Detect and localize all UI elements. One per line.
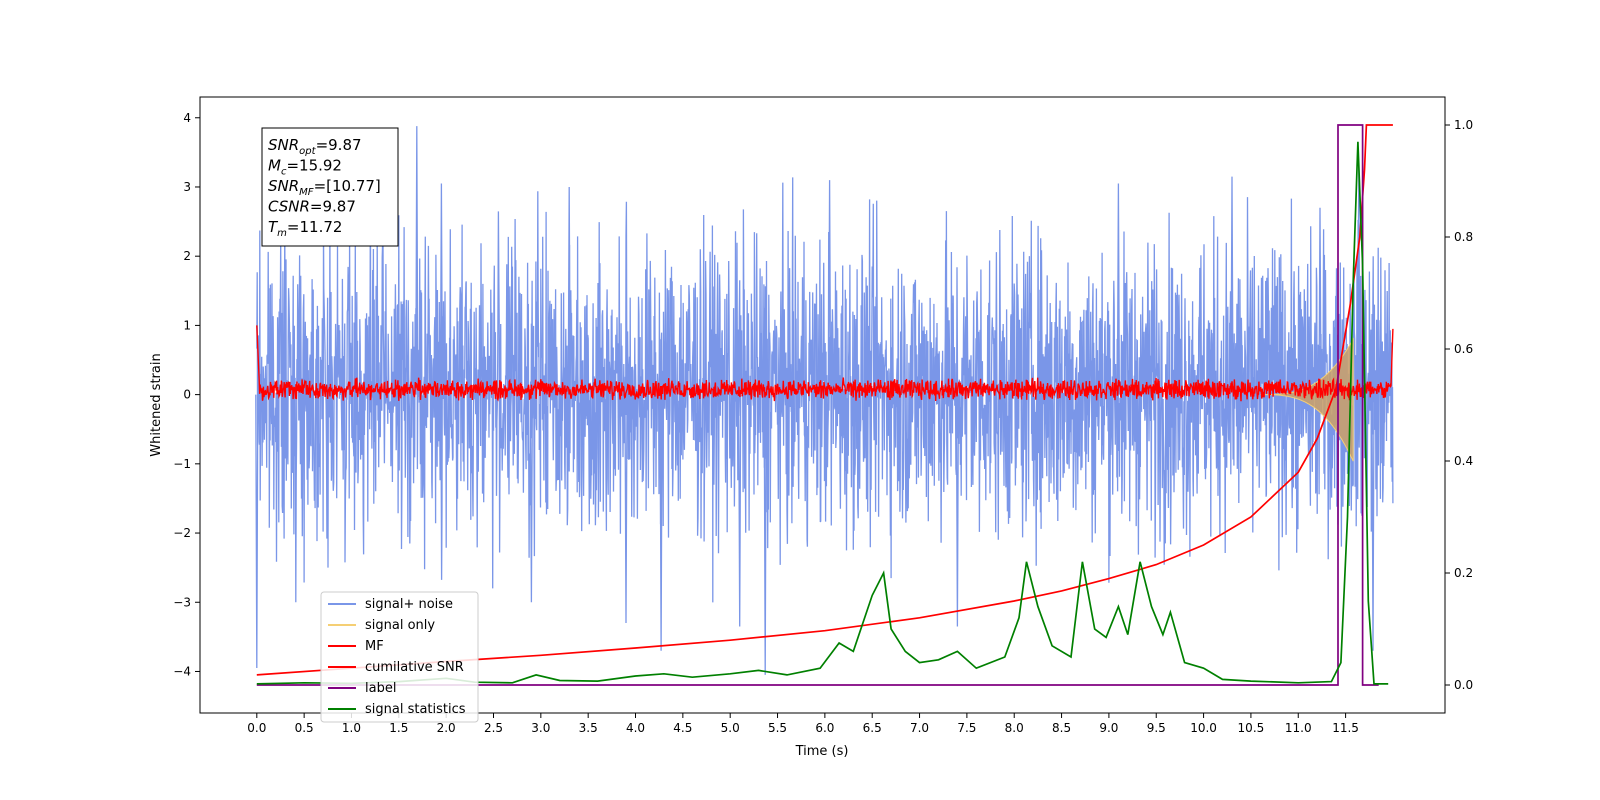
annotation-line: Tm=11.72 bbox=[268, 218, 342, 239]
x-tick-label: 6.0 bbox=[815, 721, 834, 735]
y2-tick-label: 0.6 bbox=[1454, 342, 1473, 356]
x-tick-label: 10.0 bbox=[1190, 721, 1217, 735]
y-tick-label: −4 bbox=[173, 664, 191, 678]
annotation-line: Mc=15.92 bbox=[268, 157, 342, 178]
annotation-line: SNRopt=9.87 bbox=[268, 136, 362, 157]
plot-frame bbox=[199, 96, 1446, 714]
legend-label: MF bbox=[365, 639, 384, 654]
x-tick-label: 7.5 bbox=[957, 721, 976, 735]
y-tick-label: 3 bbox=[183, 180, 191, 194]
legend-label: label bbox=[365, 681, 396, 696]
x-tick-label: 11.5 bbox=[1332, 721, 1359, 735]
legend-item: cumilative SNR bbox=[328, 660, 464, 675]
legend-label: signal only bbox=[365, 618, 435, 633]
legend-item: label bbox=[328, 681, 396, 696]
x-tick-label: 11.0 bbox=[1285, 721, 1312, 735]
legend-item: signal statistics bbox=[328, 702, 466, 717]
x-axis-label: Time (s) bbox=[795, 744, 849, 759]
legend-label: cumilative SNR bbox=[365, 660, 464, 675]
y-axis-label: Whitened strain bbox=[149, 353, 164, 456]
y-tick-label: −3 bbox=[173, 595, 191, 609]
x-tick-label: 7.0 bbox=[910, 721, 929, 735]
x-tick-label: 1.5 bbox=[389, 721, 408, 735]
y-tick-label: −1 bbox=[173, 457, 191, 471]
y2-tick-label: 0.4 bbox=[1454, 454, 1473, 468]
x-tick-label: 8.0 bbox=[1005, 721, 1024, 735]
y2-tick-label: 1.0 bbox=[1454, 118, 1473, 132]
x-tick-label: 0.0 bbox=[247, 721, 266, 735]
annotation-line: SNRMF=[10.77] bbox=[268, 177, 381, 198]
y-tick-label: −2 bbox=[173, 526, 191, 540]
series-label-line bbox=[256, 124, 1379, 686]
stats-annotation: SNRopt=9.87Mc=15.92SNRMF=[10.77]CSNR=9.8… bbox=[261, 127, 399, 247]
x-tick-label: 4.0 bbox=[626, 721, 645, 735]
x-tick-label: 3.0 bbox=[531, 721, 550, 735]
axes: 0.0 0.5 1.0 1.5 2.0 2.5 3.0 3.5 4.0 4.5 5.0 5.5 6.0 6… bbox=[173, 111, 1473, 735]
y-tick-label: 1 bbox=[183, 318, 191, 332]
x-tick-label: 5.5 bbox=[768, 721, 787, 735]
y-tick-label: 2 bbox=[183, 249, 191, 263]
y2-tick-label: 0.0 bbox=[1454, 678, 1473, 692]
legend-item: MF bbox=[328, 639, 384, 654]
y-tick-label: 4 bbox=[183, 111, 191, 125]
plot-area bbox=[255, 124, 1394, 686]
legend: signal+ noise signal only MF cumilative SNR… bbox=[320, 591, 479, 723]
x-tick-label: 4.5 bbox=[673, 721, 692, 735]
x-tick-label: 9.0 bbox=[1099, 721, 1118, 735]
series-cumulative-snr-line bbox=[256, 124, 1393, 676]
legend-box bbox=[320, 591, 479, 723]
x-tick-label: 10.5 bbox=[1238, 721, 1265, 735]
x-tick-label: 6.5 bbox=[863, 721, 882, 735]
series-signal-statistics-line bbox=[256, 141, 1389, 685]
legend-item: signal only bbox=[328, 618, 435, 633]
legend-item: signal+ noise bbox=[328, 597, 453, 612]
series-signal-only-line bbox=[1260, 337, 1354, 462]
x-tick-label: 8.5 bbox=[1052, 721, 1071, 735]
x-tick-label: 3.5 bbox=[579, 721, 598, 735]
x-tick-label: 1.0 bbox=[342, 721, 361, 735]
x-tick-label: 2.5 bbox=[484, 721, 503, 735]
legend-label: signal statistics bbox=[365, 702, 466, 717]
y2-tick-label: 0.8 bbox=[1454, 230, 1473, 244]
x-tick-label: 2.0 bbox=[437, 721, 456, 735]
y2-tick-label: 0.2 bbox=[1454, 566, 1473, 580]
annotation-box bbox=[261, 127, 399, 247]
x-tick-label: 0.5 bbox=[295, 721, 314, 735]
y-tick-label: 0 bbox=[183, 388, 191, 402]
series-mf-line bbox=[256, 325, 1394, 402]
x-tick-label: 9.5 bbox=[1147, 721, 1166, 735]
annotation-line: CSNR=9.87 bbox=[268, 198, 356, 216]
legend-label: signal+ noise bbox=[365, 597, 453, 612]
x-tick-label: 5.0 bbox=[721, 721, 740, 735]
